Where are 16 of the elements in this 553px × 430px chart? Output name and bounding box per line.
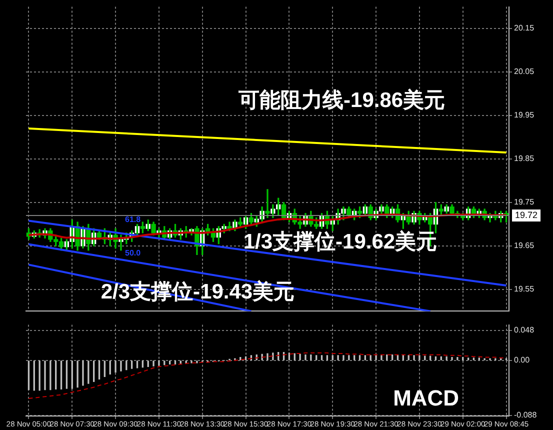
y-tick-label: 19.95 xyxy=(514,110,535,120)
ref-line-label: 19.72 xyxy=(515,210,538,220)
y-tick-label: 20.05 xyxy=(514,67,535,76)
annotation: 61.8 xyxy=(125,215,142,224)
annotation: 可能阻力线-19.86美元 xyxy=(238,88,446,112)
y-tick-label: 0.048 xyxy=(514,326,535,335)
y-tick-label: 19.85 xyxy=(514,154,535,164)
annotation: 50.0 xyxy=(125,248,142,258)
y-tick-label: 19.65 xyxy=(514,241,535,250)
y-tick-label: 0.00 xyxy=(514,356,530,365)
annotation: MACD xyxy=(393,386,460,411)
annotation: 1/3支撑位-19.62美元 xyxy=(243,230,438,254)
y-tick-label: 19.75 xyxy=(514,198,535,207)
y-tick-label: -0.088 xyxy=(514,410,538,420)
y-tick-label: 20.15 xyxy=(514,24,535,33)
y-tick-label: 19.55 xyxy=(514,284,535,294)
